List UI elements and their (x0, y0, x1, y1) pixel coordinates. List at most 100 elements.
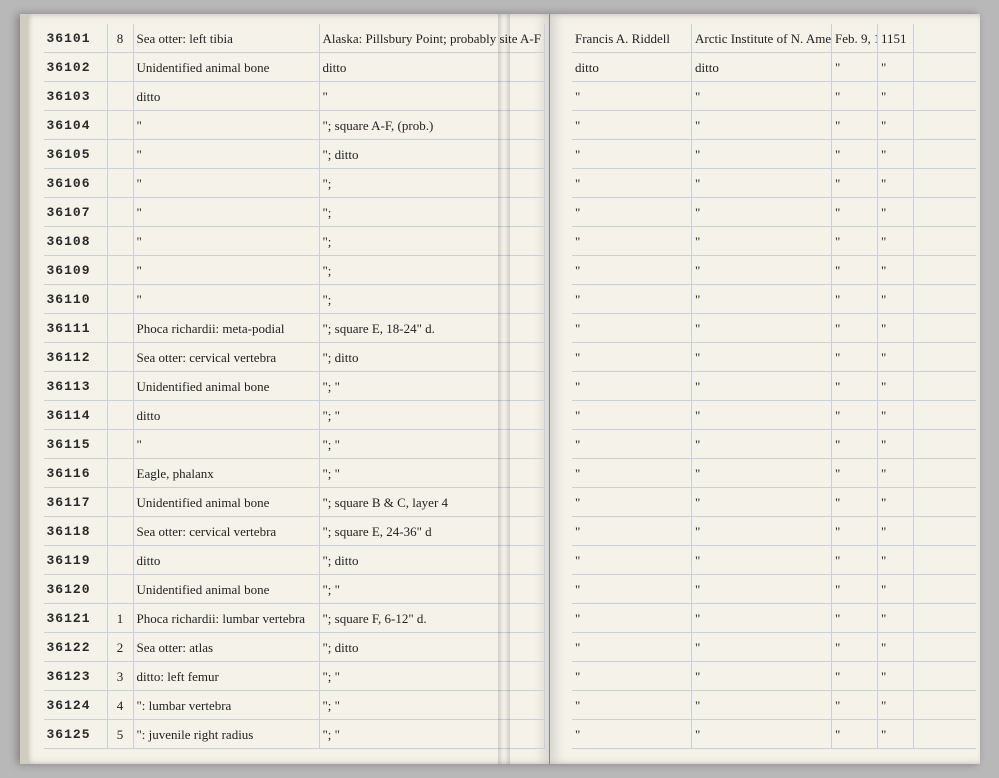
institution: " (692, 691, 832, 719)
accession-number: " (878, 285, 914, 313)
left-page: 361018Sea otter: left tibiaAlaska: Pills… (28, 14, 550, 764)
date: " (832, 343, 878, 371)
catalog-id: 36108 (44, 227, 108, 255)
locality: "; " (320, 662, 545, 690)
blank-column (914, 401, 976, 429)
description: ditto (134, 401, 320, 429)
page-gutter (498, 14, 510, 764)
locality: "; square B & C, layer 4 (320, 488, 545, 516)
locality: "; ditto (320, 140, 545, 168)
blank-column (914, 169, 976, 197)
collector: " (572, 575, 692, 603)
ledger-row: 36117Unidentified animal bone"; square B… (44, 488, 545, 517)
quantity (108, 343, 134, 371)
date: " (832, 111, 878, 139)
date: " (832, 53, 878, 81)
blank-column (914, 227, 976, 255)
ledger-row: 361222Sea otter: atlas"; ditto (44, 633, 545, 662)
locality: "; ditto (320, 633, 545, 661)
collector: " (572, 430, 692, 458)
institution: " (692, 662, 832, 690)
date: " (832, 459, 878, 487)
ledger-row: """" (572, 633, 976, 662)
locality: "; square F, 6-12" d. (320, 604, 545, 632)
quantity (108, 546, 134, 574)
accession-number: " (878, 459, 914, 487)
date: Feb. 9, 1955 (832, 24, 878, 52)
quantity (108, 227, 134, 255)
ledger-row: """" (572, 720, 976, 749)
locality: "; " (320, 372, 545, 400)
accession-number: " (878, 111, 914, 139)
quantity (108, 169, 134, 197)
blank-column (914, 372, 976, 400)
ledger-row: 36106""; (44, 169, 545, 198)
quantity (108, 430, 134, 458)
collector: " (572, 343, 692, 371)
catalog-id: 36103 (44, 82, 108, 110)
date: " (832, 198, 878, 226)
institution: " (692, 256, 832, 284)
date: " (832, 140, 878, 168)
ledger-row: dittoditto"" (572, 53, 976, 82)
collector: " (572, 401, 692, 429)
institution: " (692, 517, 832, 545)
ledger-row: 36111Phoca richardii: meta-podial"; squa… (44, 314, 545, 343)
ledger-row: """" (572, 314, 976, 343)
accession-number: " (878, 53, 914, 81)
accession-number: " (878, 662, 914, 690)
locality: "; square A-F, (prob.) (320, 111, 545, 139)
quantity (108, 372, 134, 400)
ledger-row: 36104 ""; square A-F, (prob.) (44, 111, 545, 140)
blank-column (914, 140, 976, 168)
quantity (108, 517, 134, 545)
catalog-id: 36104 (44, 111, 108, 139)
collector: ditto (572, 53, 692, 81)
locality: "; " (320, 720, 545, 748)
quantity: 3 (108, 662, 134, 690)
institution: " (692, 488, 832, 516)
locality: "; ditto (320, 343, 545, 371)
catalog-id: 36120 (44, 575, 108, 603)
locality: "; " (320, 401, 545, 429)
accession-number: " (878, 575, 914, 603)
blank-column (914, 517, 976, 545)
date: " (832, 372, 878, 400)
catalog-id: 36110 (44, 285, 108, 313)
collector: " (572, 140, 692, 168)
ledger-row: """" (572, 662, 976, 691)
quantity (108, 459, 134, 487)
date: " (832, 430, 878, 458)
institution: " (692, 604, 832, 632)
description: " (134, 111, 320, 139)
blank-column (914, 82, 976, 110)
blank-column (914, 691, 976, 719)
locality: "; (320, 256, 545, 284)
ledger-row: """" (572, 372, 976, 401)
date: " (832, 314, 878, 342)
description: " (134, 169, 320, 197)
description: ditto (134, 546, 320, 574)
date: " (832, 227, 878, 255)
date: " (832, 285, 878, 313)
catalog-id: 36112 (44, 343, 108, 371)
date: " (832, 691, 878, 719)
ledger-row: 36112 Sea otter: cervical vertebra"; ditt… (44, 343, 545, 372)
ledger-row: 36115""; " (44, 430, 545, 459)
description: Unidentified animal bone (134, 53, 320, 81)
accession-number: " (878, 720, 914, 748)
institution: " (692, 111, 832, 139)
locality: "; " (320, 575, 545, 603)
description: Sea otter: cervical vertebra (134, 343, 320, 371)
catalog-id: 36121 (44, 604, 108, 632)
locality: " (320, 82, 545, 110)
ledger-row: """" (572, 285, 976, 314)
locality: "; (320, 285, 545, 313)
ledger-row: 36118Sea otter: cervical vertebra"; squa… (44, 517, 545, 546)
ledger-book: 361018Sea otter: left tibiaAlaska: Pills… (20, 14, 980, 764)
description: Unidentified animal bone (134, 575, 320, 603)
ledger-row: """" (572, 517, 976, 546)
ledger-row: """" (572, 82, 976, 111)
quantity (108, 256, 134, 284)
date: " (832, 720, 878, 748)
